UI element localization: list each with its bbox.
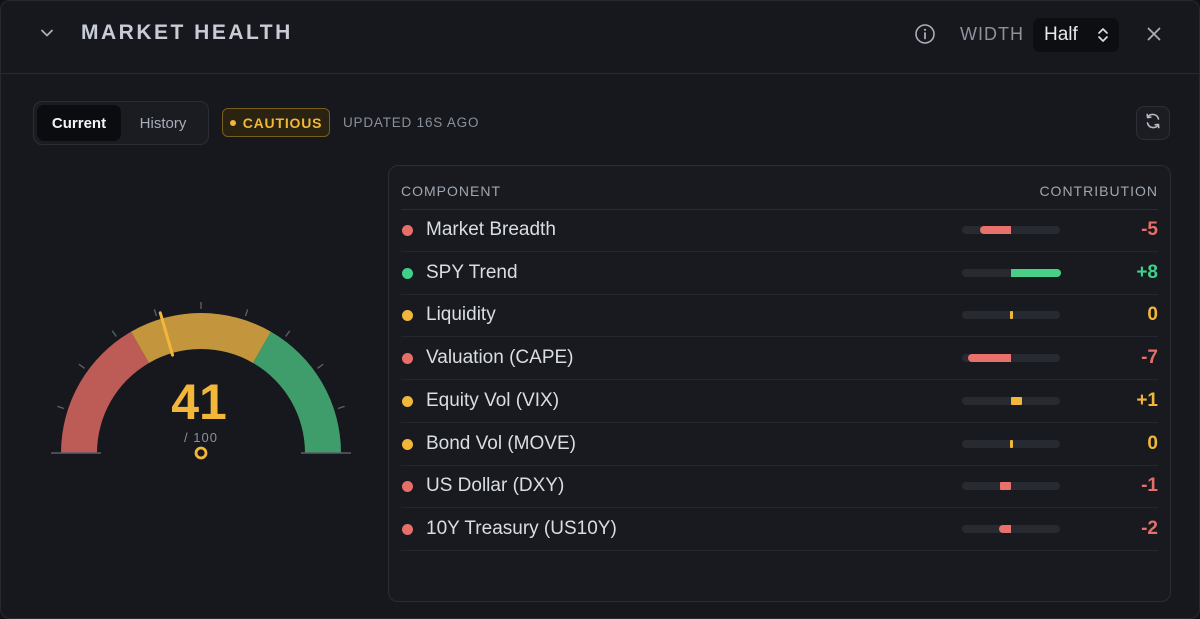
- contribution-bar-track: [962, 439, 1060, 448]
- component-name: SPY Trend: [426, 261, 518, 283]
- status-dot: [402, 438, 413, 450]
- table-row: Equity Vol (VIX) +1: [401, 380, 1158, 423]
- components-table: COMPONENT CONTRIBUTION Market Breadth -5 S…: [388, 165, 1171, 602]
- table-row: Market Breadth -5: [401, 209, 1158, 252]
- close-icon[interactable]: [1143, 23, 1165, 45]
- gauge-max-label: / 100: [184, 430, 218, 445]
- gauge-tick: [317, 363, 324, 369]
- component-name: Equity Vol (VIX): [426, 389, 560, 411]
- width-select-value: Half: [1044, 24, 1078, 45]
- component-name: US Dollar (DXY): [426, 475, 565, 497]
- column-header-contribution: CONTRIBUTION: [1039, 183, 1158, 199]
- component-name: Bond Vol (MOVE): [426, 432, 576, 454]
- width-label: WIDTH: [960, 24, 1024, 44]
- gauge-zone-healthy: [253, 331, 341, 453]
- component-name: 10Y Treasury (US10Y): [426, 517, 617, 539]
- status-dot: [402, 353, 413, 365]
- tab-history[interactable]: History: [139, 114, 187, 132]
- gauge-tick: [337, 405, 345, 410]
- contribution-bar: [1000, 482, 1011, 491]
- contribution-bar-track: [962, 354, 1060, 363]
- contribution-value: -1: [1141, 475, 1158, 497]
- gauge-pivot: [194, 446, 208, 460]
- gauge-tick: [111, 330, 117, 337]
- contribution-bar-track: [962, 311, 1060, 320]
- status-dot: [402, 481, 413, 493]
- gauge-tick: [57, 405, 65, 410]
- contribution-bar-track: [962, 396, 1060, 405]
- contribution-bar-track: [962, 268, 1061, 277]
- contribution-value: -7: [1141, 347, 1158, 369]
- table-row: Liquidity 0: [401, 294, 1158, 338]
- gauge-tick: [285, 330, 291, 337]
- status-dot: [229, 119, 236, 126]
- table-row: Bond Vol (MOVE) 0: [401, 423, 1158, 466]
- status-dot: [402, 225, 413, 236]
- gauge-score: 41: [171, 374, 227, 430]
- refresh-icon: [1144, 112, 1162, 135]
- table-row: Valuation (CAPE) -7: [401, 337, 1158, 381]
- contribution-bar: [980, 226, 1011, 234]
- column-header-component: COMPONENT: [401, 183, 501, 199]
- contribution-value: 0: [1147, 432, 1158, 454]
- gauge-zone-caution: [130, 313, 272, 363]
- table-row: SPY Trend +8: [401, 252, 1158, 295]
- contribution-value: -5: [1141, 219, 1158, 240]
- panel-header: MARKET HEALTH WIDTH Half: [1, 1, 1199, 74]
- status-dot: [402, 395, 413, 407]
- gauge-zone-risk: [61, 331, 149, 453]
- chevron-down-icon[interactable]: [37, 23, 57, 43]
- updated-timestamp: UPDATED 16S AGO: [343, 115, 480, 130]
- panel-title: MARKET HEALTH: [81, 21, 293, 44]
- contribution-bar: [967, 354, 1011, 363]
- contribution-bar-track: [962, 524, 1060, 533]
- table-row: 10Y Treasury (US10Y) -2: [401, 508, 1158, 551]
- contribution-value: +1: [1136, 389, 1158, 411]
- view-toggle: Current History: [33, 101, 209, 145]
- table-row: US Dollar (DXY) -1: [401, 465, 1158, 509]
- gauge-needle: [158, 311, 175, 357]
- health-gauge: 41 / 100: [51, 302, 351, 460]
- gauge-tick: [244, 309, 249, 317]
- tab-current[interactable]: Current: [37, 105, 121, 141]
- contribution-bar: [1009, 439, 1013, 448]
- contribution-value: 0: [1147, 304, 1158, 326]
- width-select[interactable]: Half: [1033, 18, 1119, 52]
- table-header: COMPONENT CONTRIBUTION: [401, 166, 1158, 210]
- contribution-bar: [1009, 311, 1013, 320]
- contribution-bar-track: [962, 482, 1060, 491]
- status-badge-label: CAUTIOUS: [242, 114, 323, 131]
- contribution-bar: [1011, 396, 1022, 405]
- contribution-bar-track: [962, 226, 1060, 234]
- component-name: Market Breadth: [426, 219, 556, 240]
- status-dot: [402, 523, 413, 535]
- info-icon[interactable]: [913, 22, 937, 46]
- updown-chevron-icon: [1096, 26, 1110, 50]
- status-badge: CAUTIOUS: [222, 108, 330, 137]
- status-dot: [402, 267, 413, 279]
- gauge-tick: [153, 309, 158, 317]
- contribution-bar: [1011, 268, 1061, 277]
- contribution-value: +8: [1136, 261, 1158, 283]
- component-name: Valuation (CAPE): [426, 347, 574, 369]
- component-name: Liquidity: [426, 304, 496, 326]
- contribution-value: -2: [1141, 517, 1158, 539]
- refresh-button[interactable]: [1136, 106, 1170, 140]
- contribution-bar: [998, 524, 1011, 533]
- status-dot: [402, 310, 413, 322]
- gauge-tick: [78, 363, 85, 369]
